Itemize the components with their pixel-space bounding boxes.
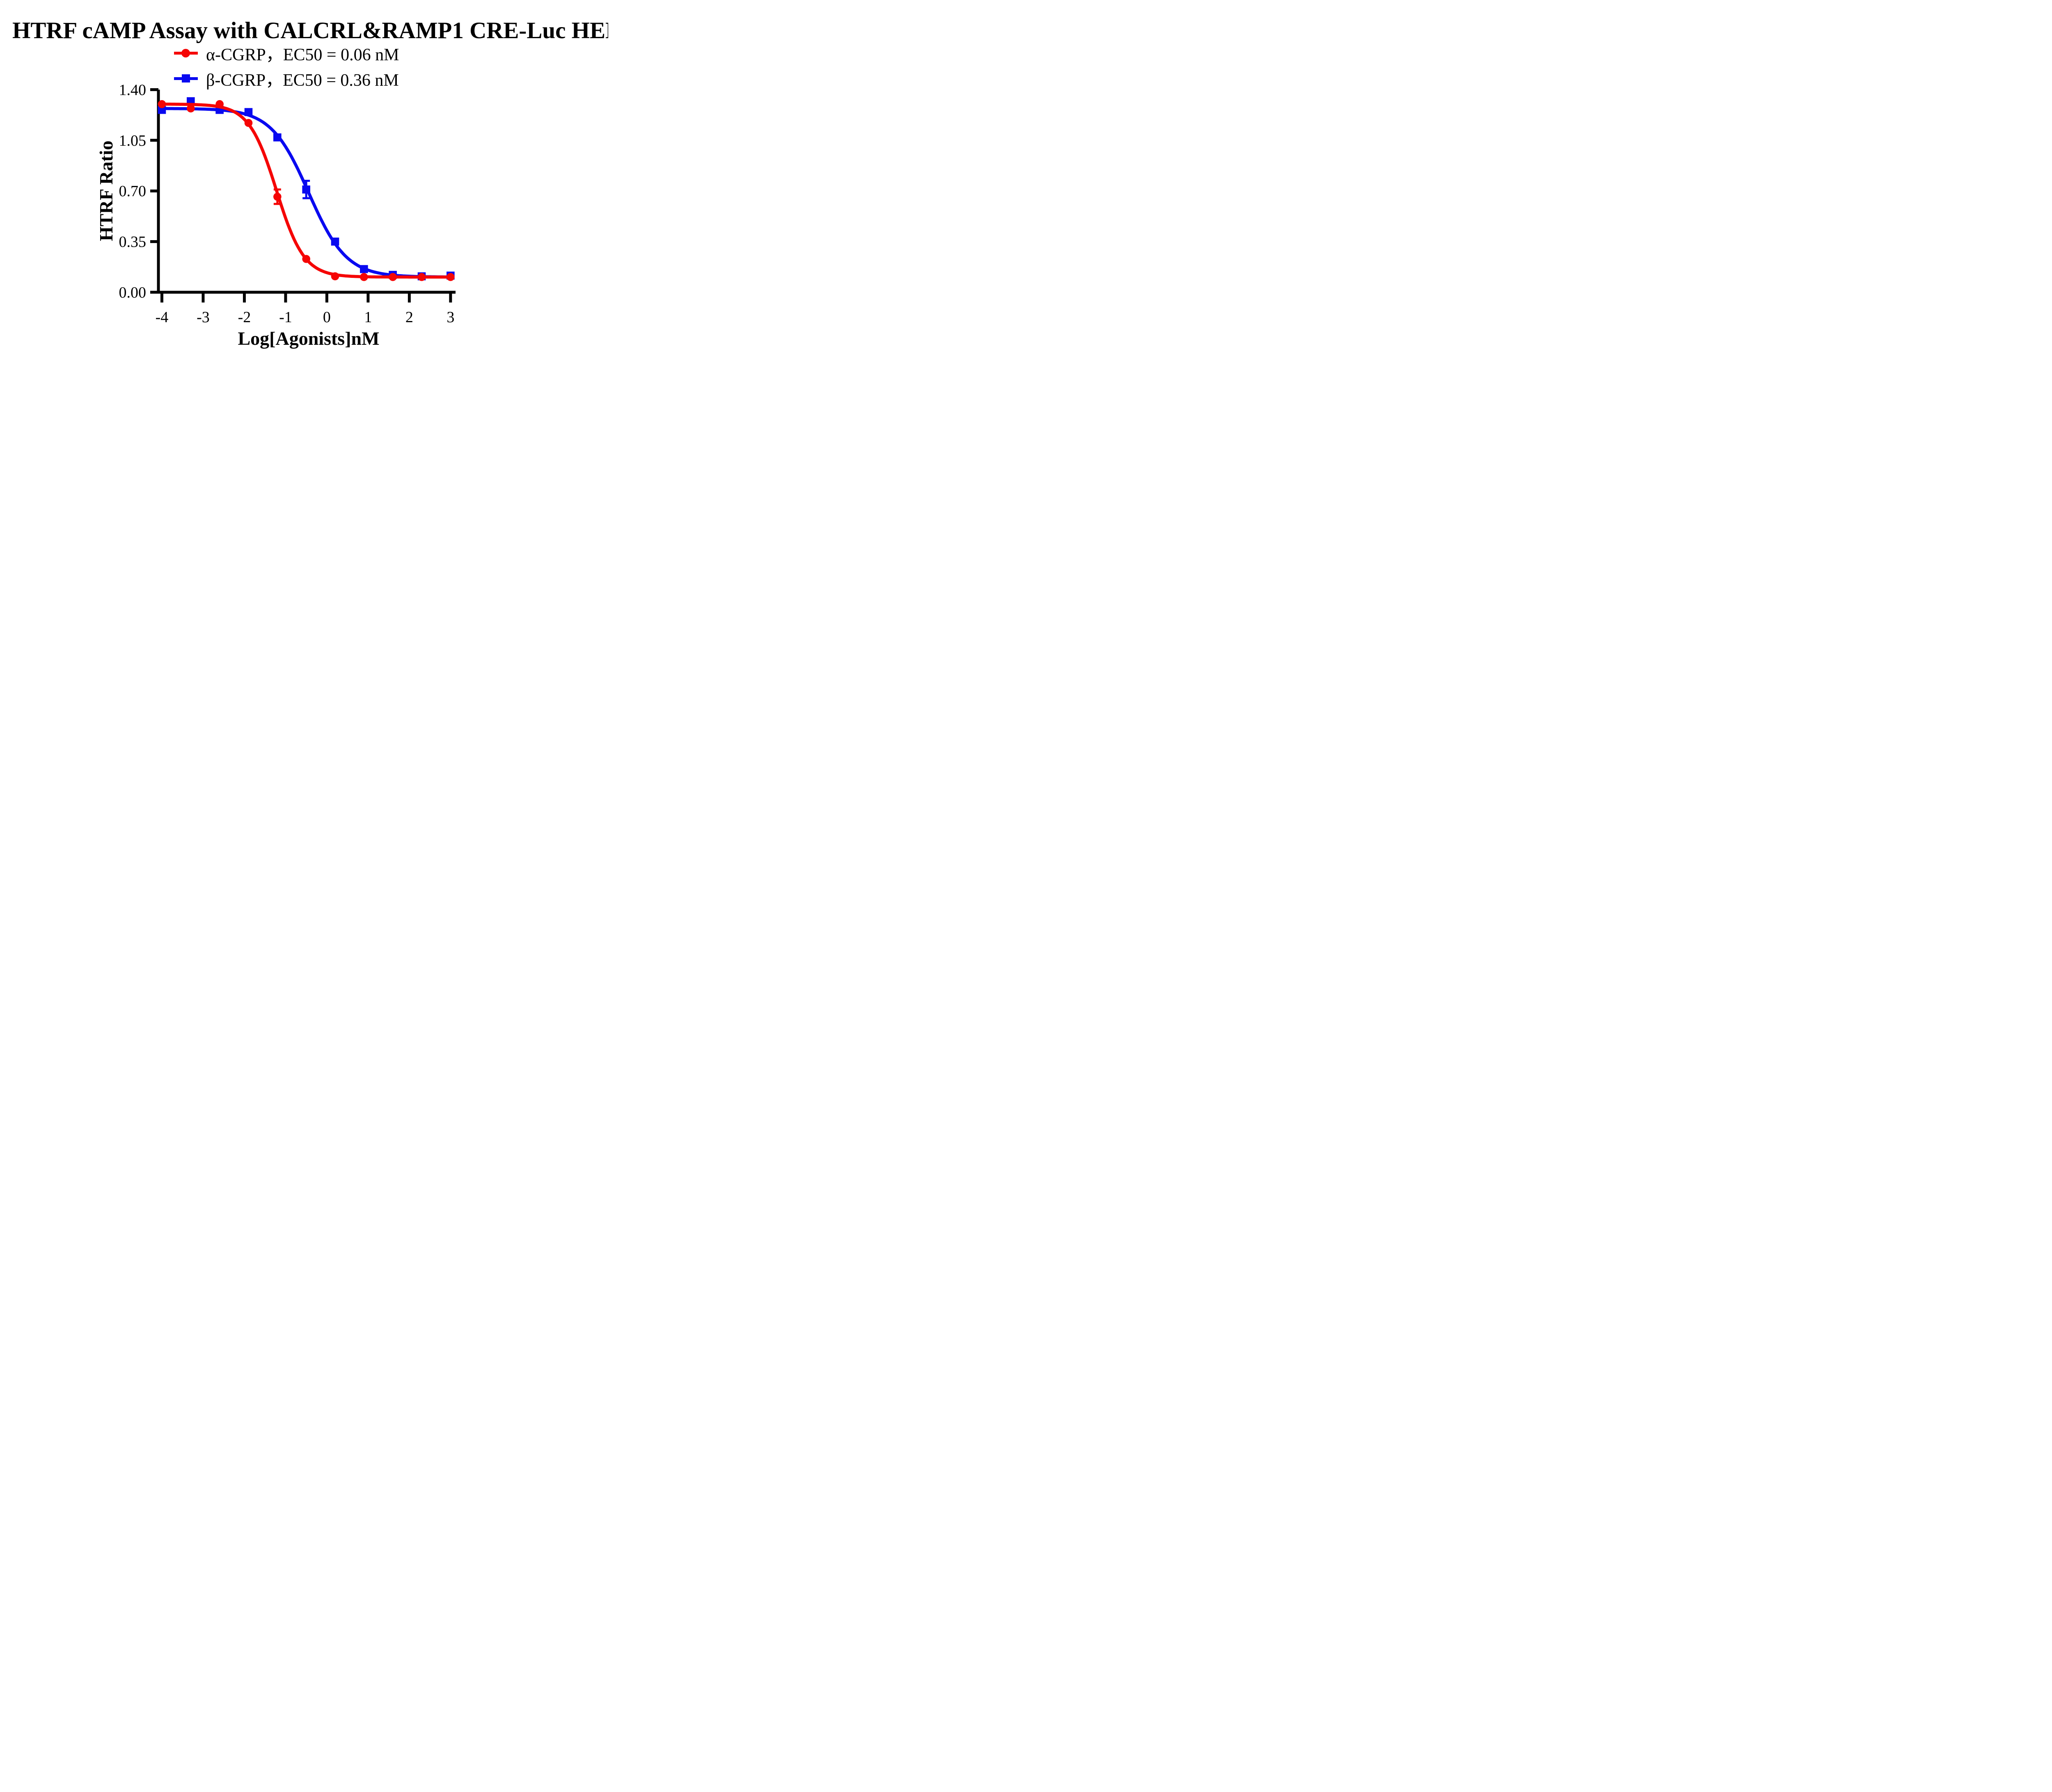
alpha-cgrp-data-point (273, 192, 282, 201)
x-tick-label: 2 (405, 309, 413, 326)
beta-cgrp-data-point (273, 133, 282, 142)
legend-item-beta-cgrp: β-CGRP，EC50 = 0.36 nM (174, 66, 399, 91)
x-axis-title: Log[Agonists]nM (238, 328, 379, 349)
chart-title: HTRF cAMP Assay with CALCRL&RAMP1 CRE-Lu… (12, 18, 608, 44)
alpha-cgrp-data-point (447, 273, 455, 281)
legend-label-beta-cgrp: β-CGRP，EC50 = 0.36 nM (206, 71, 399, 90)
x-tick-label: -2 (238, 309, 251, 326)
x-tick-label: 0 (323, 309, 331, 326)
alpha-cgrp-data-point (302, 255, 310, 263)
beta-cgrp-legend-marker-icon (174, 70, 198, 87)
beta-cgrp-data-point (244, 108, 253, 116)
x-tick-label: 1 (364, 309, 372, 326)
y-tick-label: 1.05 (119, 132, 147, 149)
legend-label-alpha-cgrp: α-CGRP，EC50 = 0.06 nM (206, 45, 399, 64)
alpha-cgrp-data-point (158, 100, 166, 108)
legend-item-alpha-cgrp: α-CGRP，EC50 = 0.06 nM (174, 40, 399, 66)
beta-cgrp-data-point (360, 265, 368, 273)
figure-canvas: HTRF cAMP Assay with CALCRL&RAMP1 CRE-Lu… (0, 0, 608, 358)
y-tick-label: 0.35 (119, 234, 147, 251)
alpha-cgrp-data-point (244, 119, 253, 127)
x-tick-label: -4 (156, 309, 169, 326)
legend: α-CGRP，EC50 = 0.06 nM β-CGRP，EC50 = 0.36… (174, 40, 399, 91)
alpha-cgrp-data-point (187, 104, 195, 113)
alpha-cgrp-data-point (389, 273, 397, 281)
x-tick-label: -1 (279, 309, 292, 326)
alpha-cgrp-data-point (360, 273, 368, 281)
x-tick-label: 3 (447, 309, 454, 326)
y-axis-title: HTRF Ratio (96, 141, 117, 241)
alpha-cgrp-data-point (331, 272, 339, 281)
alpha-cgrp-data-point (417, 273, 426, 281)
alpha-cgrp-legend-marker-icon (174, 45, 198, 61)
y-tick-label: 0.00 (119, 284, 147, 301)
alpha-cgrp-circle-marker-icon (181, 48, 190, 57)
y-tick-label: 0.70 (119, 183, 147, 200)
dose-response-plot: 0.00 0.35 0.70 1.05 1.40 -4 -3 -2 -1 0 1 2 3 HTRF Rat… (96, 81, 456, 349)
x-tick-label: -3 (197, 309, 210, 326)
beta-cgrp-square-marker-icon (181, 74, 190, 82)
alpha-cgrp-data-point (215, 100, 224, 108)
beta-cgrp-data-point (158, 105, 166, 114)
y-tick-label: 1.40 (119, 81, 147, 99)
beta-cgrp-data-point (302, 185, 310, 194)
beta-cgrp-data-point (331, 237, 339, 246)
